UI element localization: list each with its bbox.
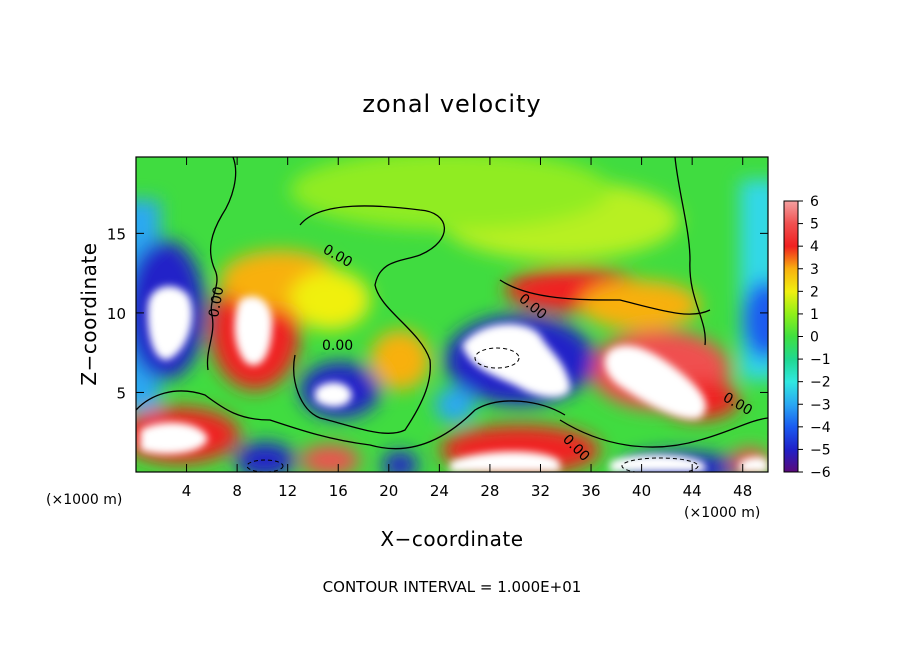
colorbar-tick-label: −2 [810,375,831,391]
colorbar-tick-label: −4 [810,420,831,436]
x-tick-label: 20 [379,482,398,500]
colorbar-tick-label: −3 [810,397,831,413]
contour-label: 0.00 [322,338,353,354]
heatmap-field: 0.00 0.00 0.00 0.00 0.00 0.00 [136,157,768,472]
x-tick-label: 16 [329,482,348,500]
y-axis-label: Z−coordinate [77,242,101,385]
x-tick-label: 4 [182,482,192,500]
y-axis-ticks: 5 10 15 [107,225,768,402]
contour-label: 0.00 [206,285,227,318]
colorbar-tick-label: 3 [810,262,819,278]
colorbar: 6 5 4 3 2 1 0 −1 −2 −3 −4 −5 −6 [783,194,831,481]
x-unit-right: (×1000 m) [684,505,760,521]
y-tick-label: 10 [107,305,126,323]
contour-interval-note: CONTOUR INTERVAL = 1.000E+01 [323,578,582,596]
colorbar-tick-label: −5 [810,442,831,458]
colorbar-tick-label: −6 [810,465,831,481]
colorbar-tick-label: 5 [810,217,819,233]
x-tick-label: 28 [480,482,499,500]
plot-frame [135,156,769,473]
y-tick-label: 15 [107,225,126,243]
colorbar-tick-label: 6 [810,194,819,210]
colorbar-tick-label: 1 [810,307,819,323]
y-tick-label: 5 [116,384,126,402]
colorbar-tick-label: 2 [810,284,819,300]
chart-title: zonal velocity [362,90,541,118]
colorbar-tick-label: −1 [810,352,831,368]
x-tick-label: 36 [581,482,600,500]
colorbar-ticks: 6 5 4 3 2 1 0 −1 −2 −3 −4 −5 −6 [798,194,831,481]
x-axis-label: X−coordinate [380,527,523,551]
x-axis-ticks: 4 8 12 16 20 24 28 32 36 40 44 48 [182,157,752,500]
x-unit-left: (×1000 m) [46,492,122,508]
x-tick-label: 24 [430,482,449,500]
x-tick-label: 48 [733,482,752,500]
colorbar-fill [783,200,799,473]
x-tick-label: 12 [278,482,297,500]
x-tick-label: 44 [683,482,702,500]
colorbar-tick-label: 4 [810,239,819,255]
x-tick-label: 8 [232,482,242,500]
x-tick-label: 32 [531,482,550,500]
x-tick-label: 40 [632,482,651,500]
colorbar-tick-label: 0 [810,330,819,346]
